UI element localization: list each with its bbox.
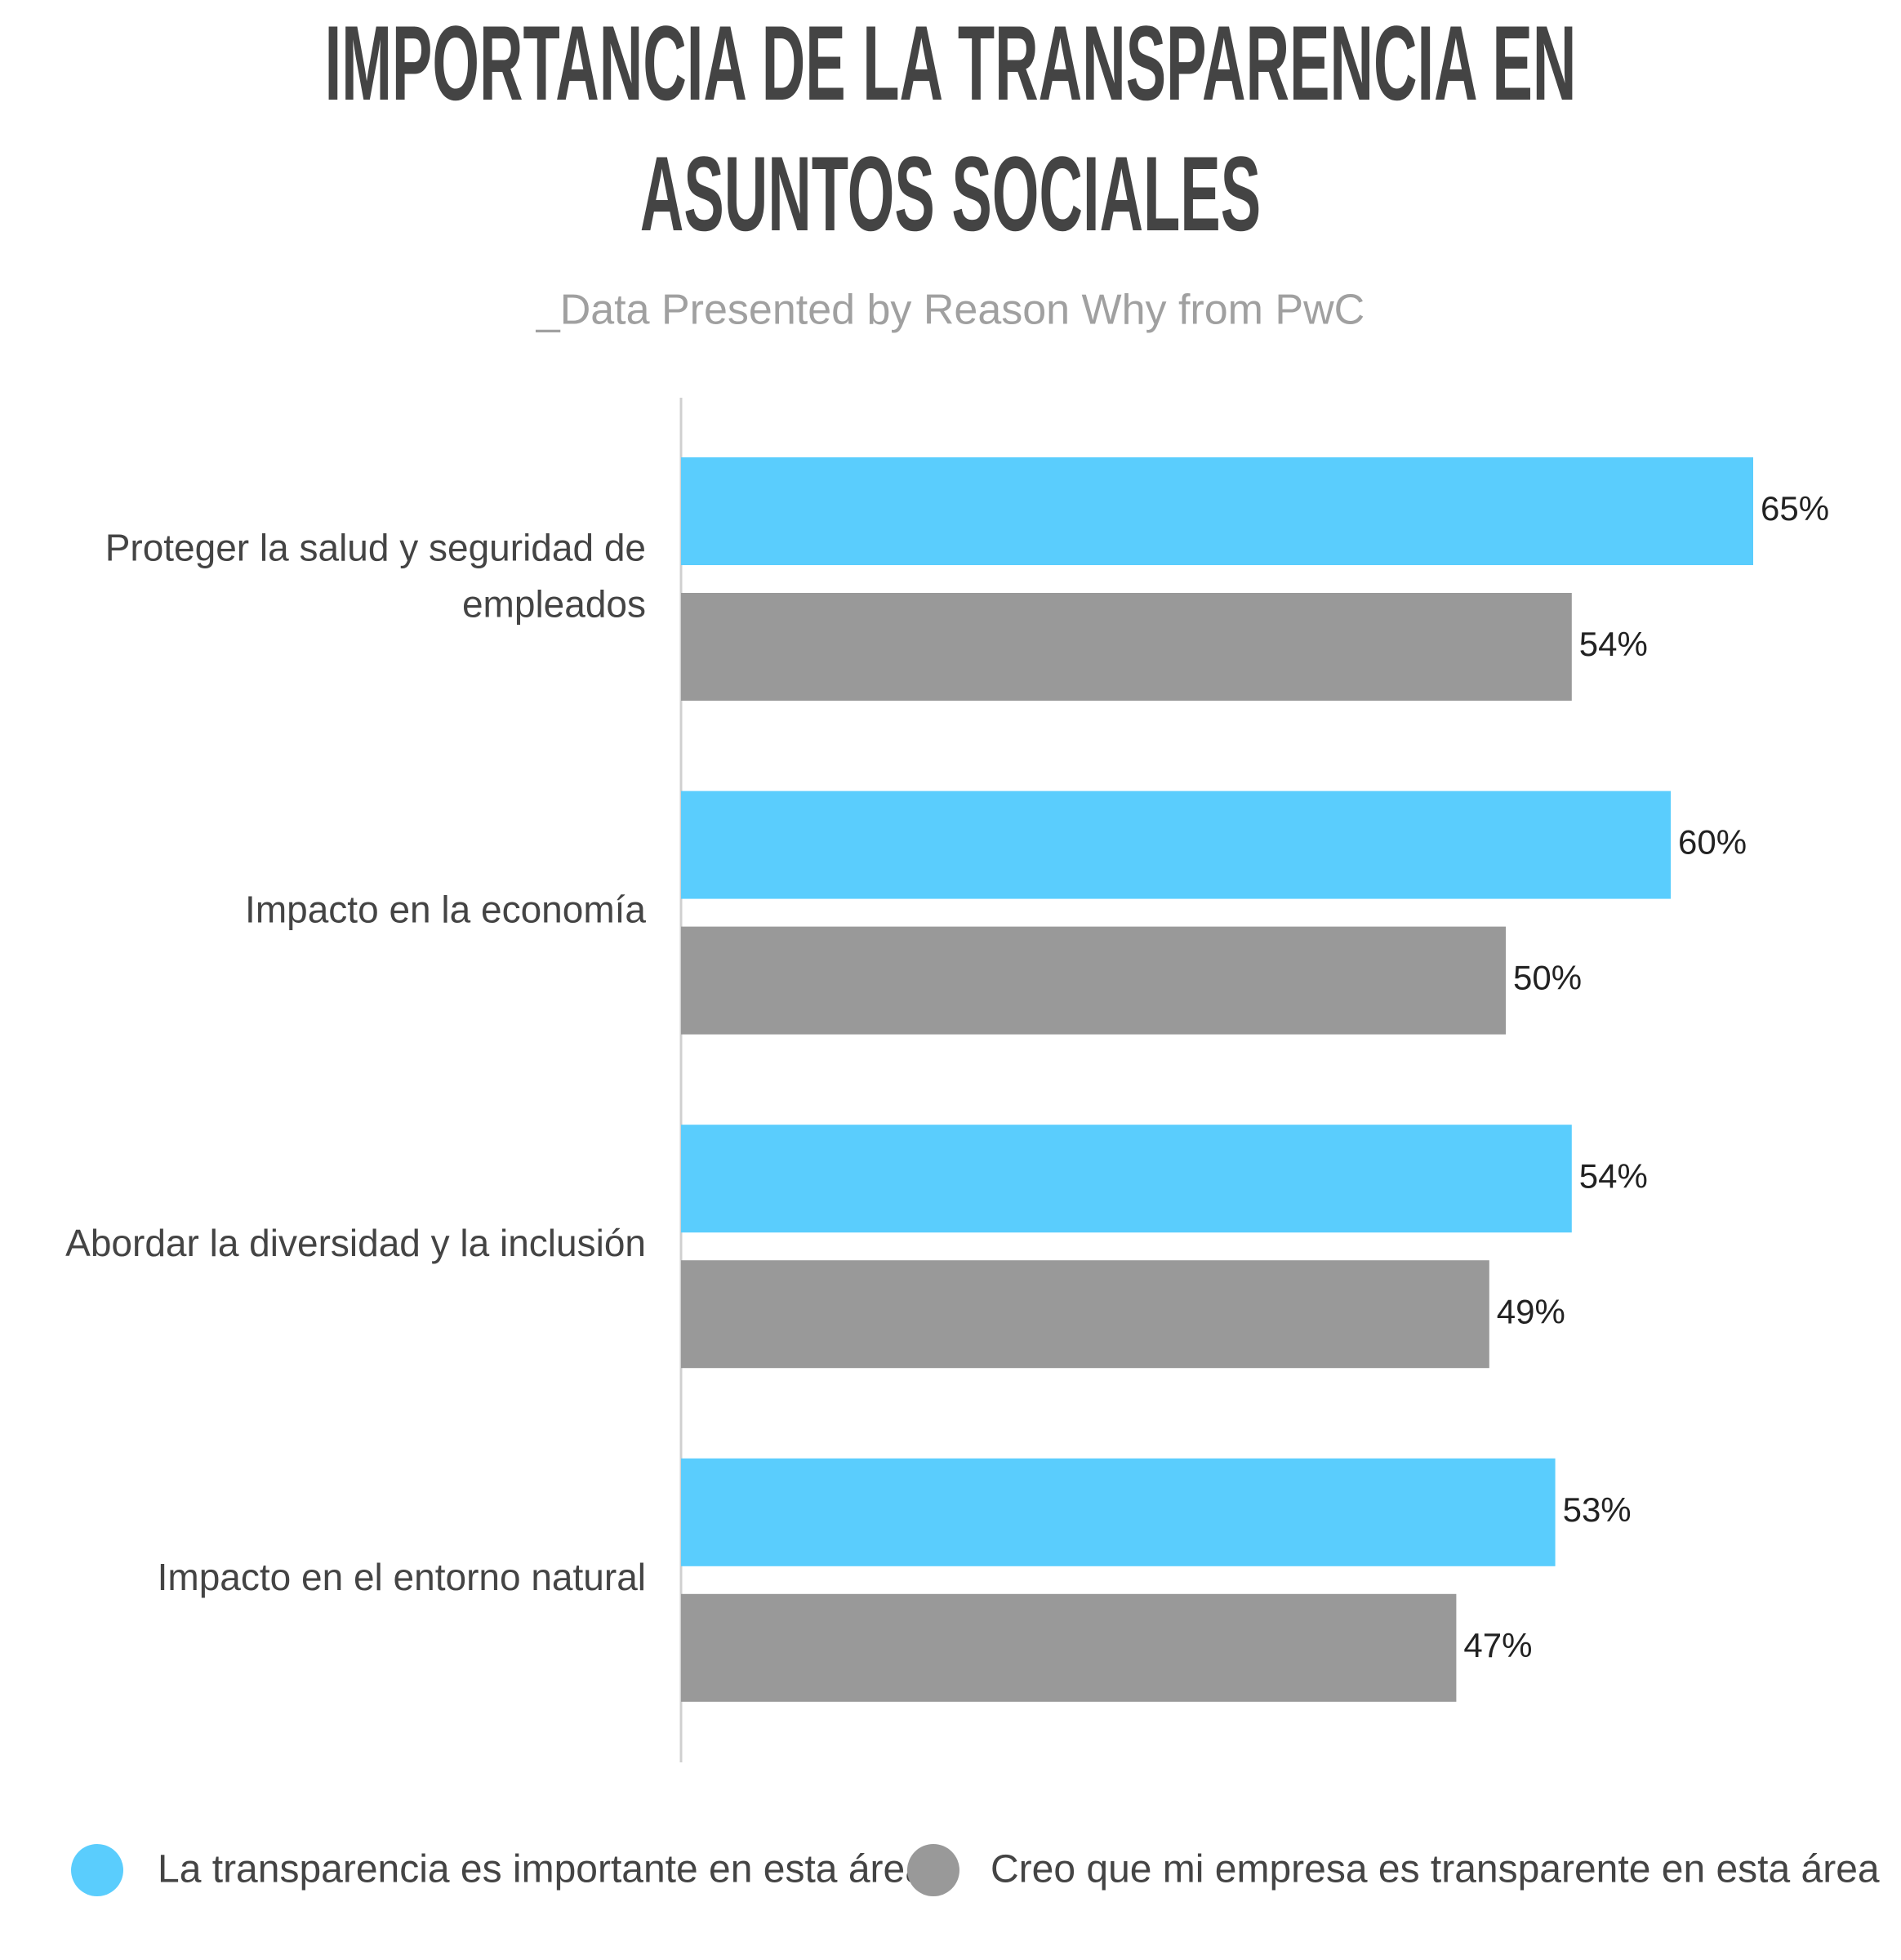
category-label: Proteger la salud y seguridad de empleado… bbox=[105, 527, 646, 626]
chart-title: IMPORTANCIA DE LA TRANSPARENCIA EN ASUNTO… bbox=[325, 3, 1577, 253]
bar bbox=[681, 926, 1506, 1035]
category-label: Impacto en la economía bbox=[245, 889, 646, 931]
bar bbox=[681, 1260, 1489, 1369]
category-label: Impacto en el entorno natural bbox=[158, 1556, 646, 1598]
value-label: 47% bbox=[1463, 1626, 1532, 1664]
bar bbox=[681, 791, 1671, 899]
chart-subtitle: _Data Presented by Reason Why from PwC bbox=[536, 287, 1365, 334]
category-label: Abordar la diversidad y la inclusión bbox=[65, 1222, 646, 1264]
bar bbox=[681, 593, 1572, 701]
bar bbox=[681, 1458, 1556, 1566]
legend-swatch bbox=[907, 1844, 959, 1896]
bar bbox=[681, 457, 1753, 565]
value-label: 54% bbox=[1579, 625, 1648, 663]
value-label: 50% bbox=[1513, 959, 1582, 997]
value-label: 49% bbox=[1497, 1292, 1565, 1330]
legend-swatch bbox=[71, 1844, 123, 1896]
value-label: 53% bbox=[1563, 1490, 1632, 1529]
bar bbox=[681, 1593, 1457, 1702]
bar bbox=[681, 1125, 1572, 1233]
legend-label: La transparencia es importante en esta á… bbox=[158, 1848, 927, 1891]
value-label: 60% bbox=[1678, 823, 1747, 862]
value-label: 54% bbox=[1579, 1156, 1648, 1195]
legend-label: Creo que mi empresa es transparente en e… bbox=[991, 1848, 1880, 1891]
value-label: 65% bbox=[1761, 489, 1829, 528]
